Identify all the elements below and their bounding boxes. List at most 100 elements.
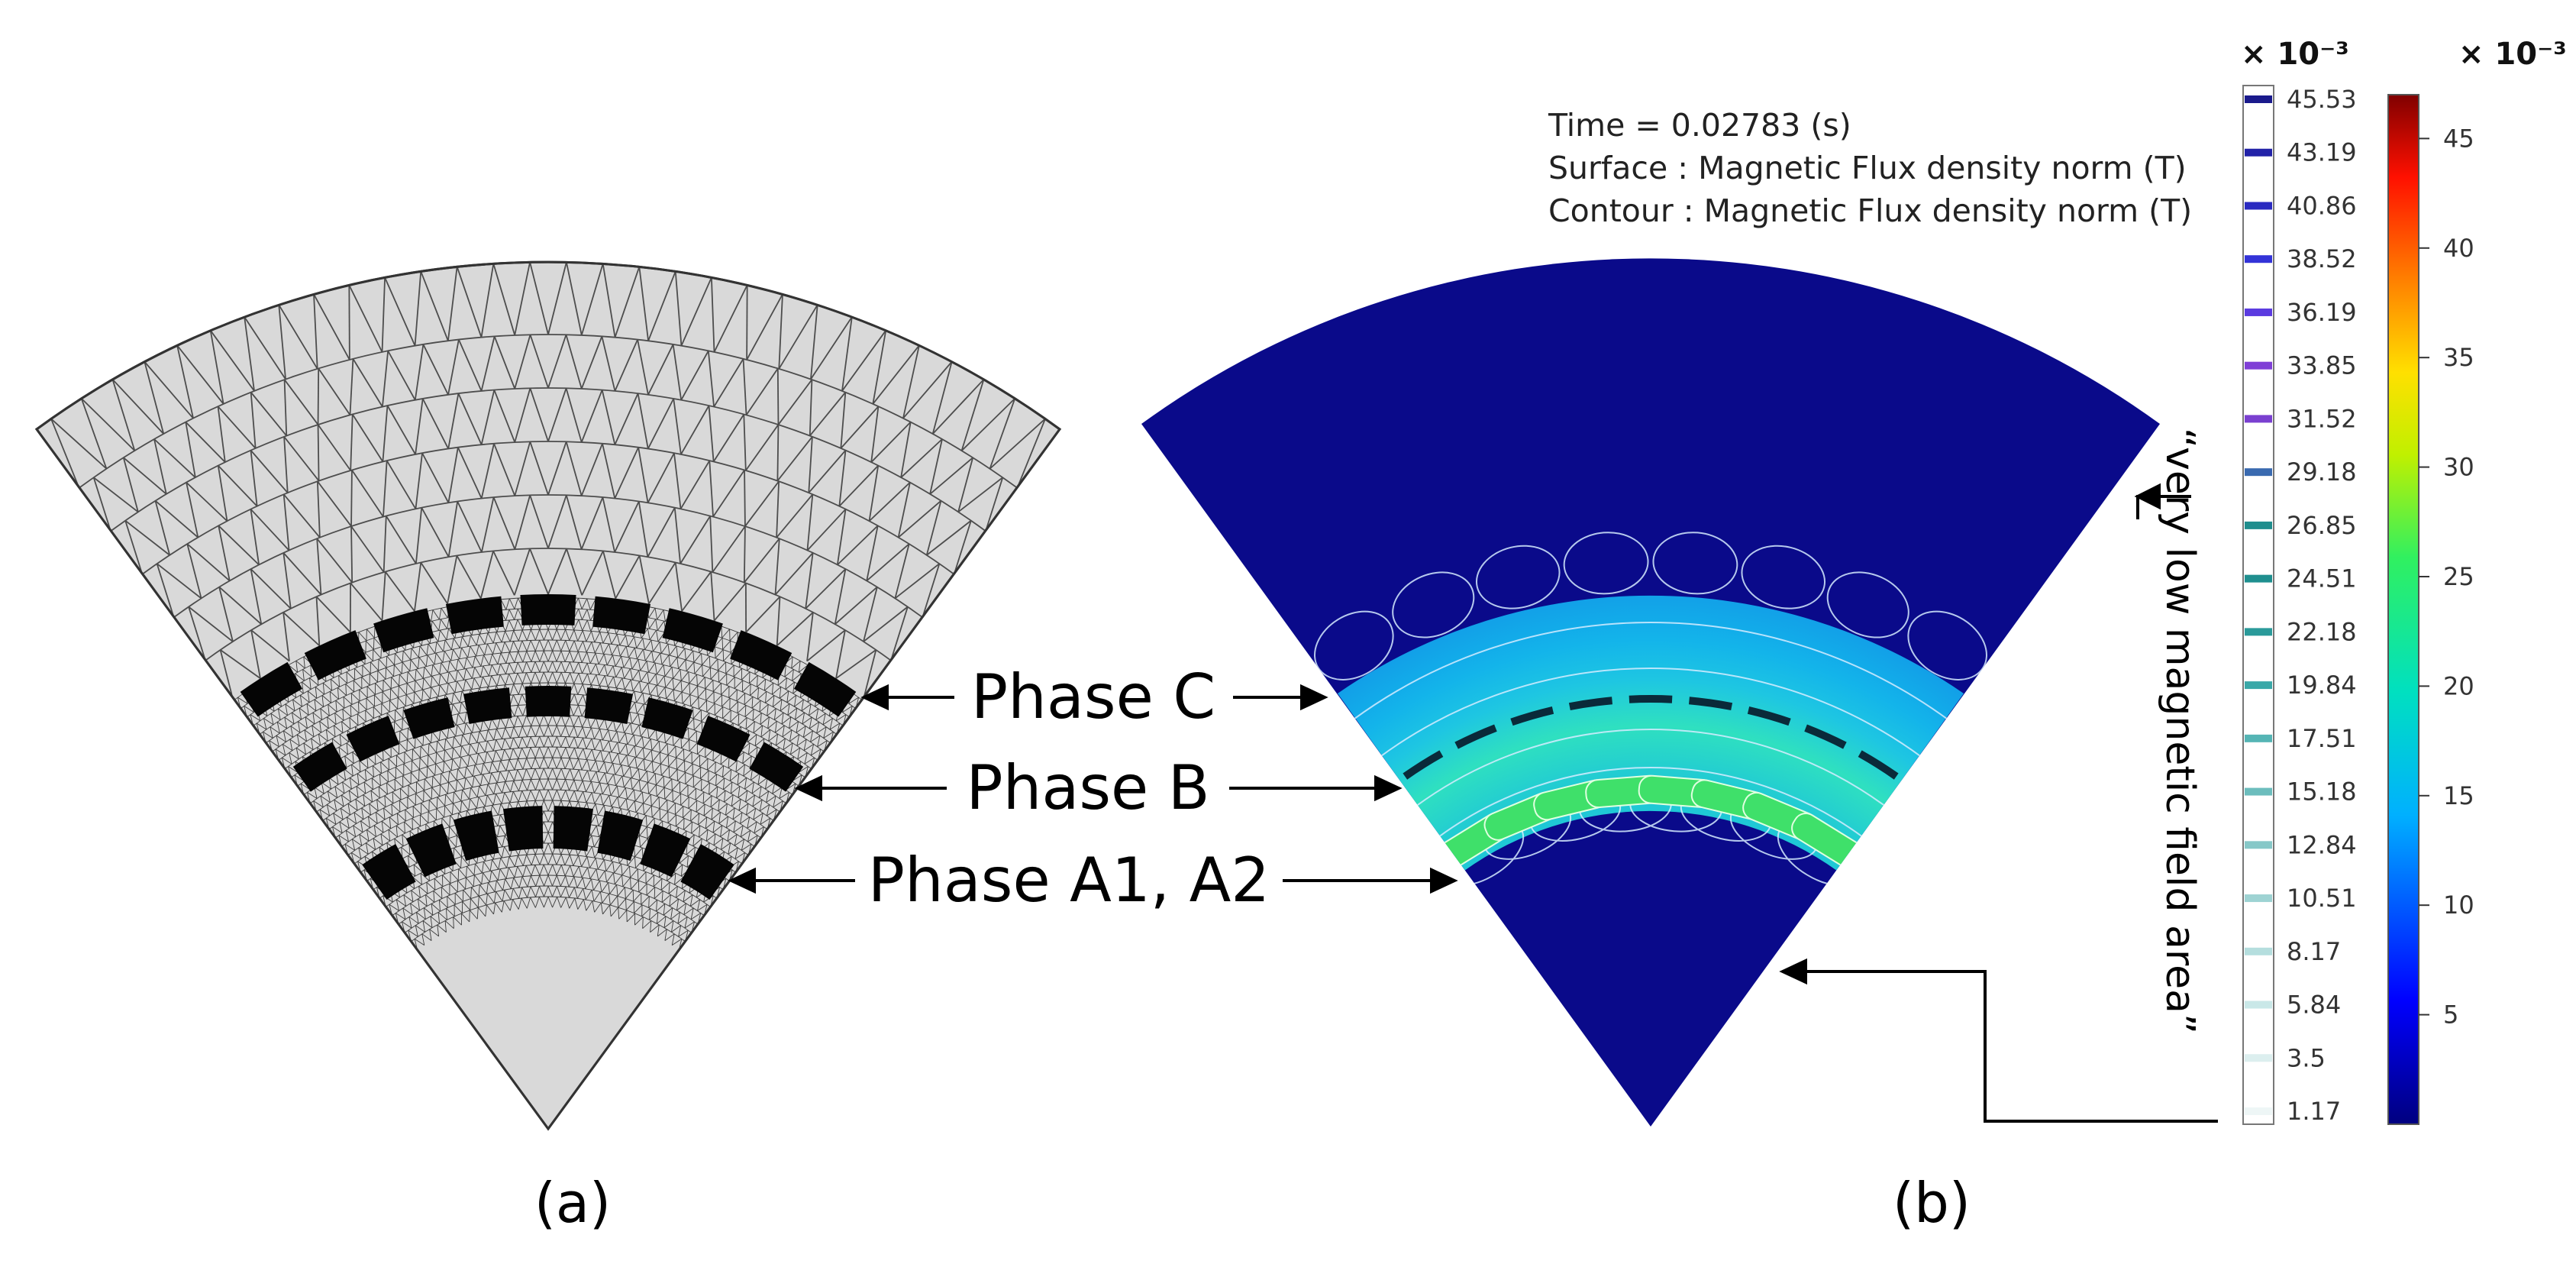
contour-lobe	[1826, 571, 1909, 638]
contour-swatch	[2245, 308, 2272, 316]
contour-lobe	[1652, 532, 1738, 595]
contour-lobe	[1563, 532, 1649, 595]
coil-slot	[597, 810, 644, 862]
coil-slot	[520, 594, 576, 626]
coil-slot	[553, 806, 594, 852]
coil-slot	[240, 661, 303, 717]
contour-lobe	[1475, 545, 1561, 609]
mesh-panel	[34, 260, 1062, 1131]
color-scale-tick-label: 35	[2443, 343, 2474, 372]
field-coil-slot	[1454, 724, 1497, 749]
caption-a: (a)	[534, 1171, 611, 1235]
color-scale-tick-label: 10	[2443, 891, 2474, 920]
coil-slot	[445, 596, 504, 635]
contour-level-label: 43.19	[2287, 138, 2357, 167]
contour-legend: × 10⁻³ 45.53 43.19 40.86 38.52 36.19 33.85 31.…	[2241, 37, 2357, 1126]
coil-slot	[405, 823, 457, 878]
time-readout: Time = 0.02783 (s)	[1548, 107, 1851, 144]
contour-readout: Contour : Magnetic Flux density norm (T)	[1548, 192, 2192, 229]
coil-slot	[680, 844, 734, 900]
contour-level-label: 10.51	[2287, 884, 2357, 913]
contour-level-label: 17.51	[2287, 724, 2357, 753]
contour-level-label: 19.84	[2287, 671, 2357, 700]
contour-level-label: 1.17	[2287, 1097, 2341, 1126]
contour-lobe	[1392, 571, 1475, 638]
contour-level-label: 40.86	[2287, 191, 2357, 220]
color-scale: × 10⁻³ 45 40 35 30 25 20 15 10 5	[2387, 37, 2567, 1125]
caption-b: (b)	[1893, 1171, 1971, 1235]
contour-level-label: 26.85	[2287, 511, 2357, 540]
contour-lobe	[1907, 610, 1987, 680]
contour-swatch	[2245, 894, 2272, 903]
coil-slot	[463, 687, 512, 724]
coil-slot	[346, 716, 400, 762]
color-scale-tick-label: 5	[2443, 1001, 2458, 1030]
contour-swatch	[2245, 947, 2272, 955]
coil-slot	[525, 686, 572, 717]
color-scale-tick-label: 45	[2443, 124, 2474, 153]
coil-slot	[662, 608, 723, 653]
coil-slot	[730, 630, 792, 680]
coil-slot	[373, 608, 434, 653]
contour-line	[1438, 767, 1864, 838]
field-coil-slot	[1804, 724, 1847, 749]
contour-level-label: 33.85	[2287, 351, 2357, 380]
contour-level-label: 3.5	[2287, 1043, 2326, 1072]
contour-level-label: 22.18	[2287, 617, 2357, 646]
field-coil-slot	[1510, 706, 1554, 726]
color-scale-exponent: × 10⁻³	[2458, 37, 2567, 72]
color-scale-bar	[2387, 94, 2419, 1125]
contour-lobe	[1314, 610, 1394, 680]
contour-line	[1416, 729, 1886, 807]
contour-level-label: 29.18	[2287, 457, 2357, 487]
coil-slot	[362, 844, 416, 900]
contour-swatch	[2245, 361, 2272, 370]
contour-swatch	[2245, 95, 2272, 103]
contour-swatch	[2245, 468, 2272, 477]
contour-level-label: 38.52	[2287, 244, 2357, 273]
contour-swatch	[2245, 1054, 2272, 1062]
coil-slot	[696, 716, 751, 762]
contour-swatch	[2245, 574, 2272, 583]
low-field-arrows	[1779, 483, 2218, 1123]
contour-swatch	[2245, 734, 2272, 742]
contour-swatch	[2245, 1001, 2272, 1009]
contour-swatch	[2245, 1107, 2272, 1115]
phase-c-label: Phase C	[971, 661, 1215, 732]
contour-level-label: 31.52	[2287, 404, 2357, 433]
phase-b-label: Phase B	[966, 752, 1209, 823]
coil-slot	[304, 630, 366, 680]
coil-slots	[240, 594, 857, 900]
contour-swatch	[2245, 841, 2272, 849]
coil-slot	[641, 697, 693, 739]
coil-slot	[502, 806, 544, 852]
contour-line	[1352, 622, 1949, 721]
phase-annotations	[728, 684, 1458, 894]
contour-legend-exponent: × 10⁻³	[2241, 37, 2349, 72]
contour-swatch	[2245, 148, 2272, 157]
color-scale-tick-label: 15	[2443, 781, 2474, 810]
contour-swatch	[2245, 255, 2272, 263]
contour-lobe	[1741, 545, 1826, 609]
contour-line	[1379, 667, 1922, 758]
coil-slot	[453, 810, 499, 862]
coil-region	[1338, 595, 1964, 871]
field-coil-slot	[1629, 695, 1673, 703]
contour-level-label: 36.19	[2287, 298, 2357, 327]
field-coil-slot	[1568, 697, 1612, 711]
contour-level-label: 12.84	[2287, 830, 2357, 859]
contour-level-label: 15.18	[2287, 777, 2357, 807]
field-coil-slot	[1403, 750, 1444, 780]
coil-slot	[640, 823, 691, 878]
coil-slot	[592, 596, 651, 635]
color-scale-tick-label: 40	[2443, 234, 2474, 263]
field-coil-slot	[1858, 750, 1899, 780]
coil-slot	[584, 687, 634, 724]
field-coil-slot	[1689, 697, 1733, 711]
field-panel	[1141, 258, 2160, 1127]
coil-slot	[292, 742, 347, 792]
coil-slot	[749, 742, 804, 792]
color-scale-tick-label: 25	[2443, 562, 2474, 591]
color-scale-tick-label: 30	[2443, 453, 2474, 482]
